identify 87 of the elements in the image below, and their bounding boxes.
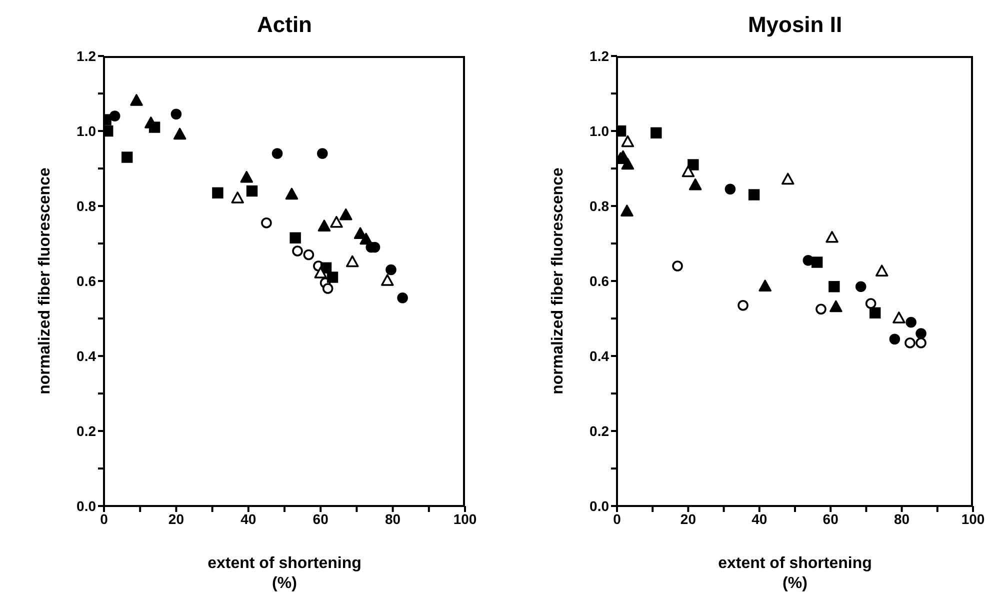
point <box>346 255 359 268</box>
point <box>748 189 760 200</box>
point <box>317 148 328 159</box>
point <box>130 94 143 106</box>
x-axis-title: extent of shortening (%) <box>718 555 872 592</box>
point <box>781 172 794 185</box>
y-tick-label: 1.2 <box>590 48 610 64</box>
point <box>326 272 338 283</box>
point <box>397 292 408 304</box>
point <box>240 170 253 183</box>
x-tick-label: 0 <box>100 510 108 527</box>
point <box>292 246 303 256</box>
point <box>870 307 881 318</box>
x-tick-label: 60 <box>312 510 329 527</box>
y-axis-title: normalized fiber fluorescence <box>36 168 54 394</box>
chart-title: Actin <box>256 12 313 38</box>
point <box>272 148 283 159</box>
point <box>816 304 826 315</box>
y-tick-label: 0.6 <box>590 272 610 289</box>
x-tick-label: 20 <box>680 510 696 527</box>
point <box>688 178 702 190</box>
point <box>330 216 343 228</box>
y-tick-label: 1.2 <box>76 48 96 64</box>
chart-title: Myosin II <box>746 12 844 38</box>
point <box>339 208 352 220</box>
x-tick-label: 80 <box>894 510 910 527</box>
point <box>360 232 372 245</box>
point <box>621 135 634 148</box>
y-tick-label: 0.0 <box>590 498 610 514</box>
y-tick-label: 0.8 <box>590 198 610 214</box>
point <box>738 300 748 311</box>
point <box>826 230 838 243</box>
y-tick-label: 1.0 <box>590 122 610 139</box>
x-tick-label: 40 <box>752 510 768 527</box>
point <box>212 187 224 198</box>
point <box>672 260 683 272</box>
y-tick-label: 0.2 <box>590 422 610 439</box>
point <box>916 328 926 339</box>
y-tick-label: 1.0 <box>76 122 96 139</box>
point <box>261 217 272 228</box>
point <box>811 256 823 268</box>
point <box>173 128 186 140</box>
point <box>828 281 840 292</box>
x-tick-label: 100 <box>453 510 477 527</box>
y-tick-label: 0.0 <box>76 498 96 514</box>
point <box>688 159 699 170</box>
point <box>904 337 916 348</box>
point <box>724 184 736 195</box>
y-tick-label: 0.6 <box>76 272 96 289</box>
point <box>380 274 394 286</box>
point <box>246 185 258 197</box>
point <box>650 127 662 138</box>
point <box>906 316 916 328</box>
point <box>231 192 244 204</box>
point <box>109 110 120 122</box>
point <box>865 298 876 309</box>
point <box>170 108 182 120</box>
point <box>875 264 888 277</box>
x-tick-label: 0 <box>613 510 622 527</box>
point <box>122 152 133 163</box>
point <box>386 264 396 276</box>
x-axis-title: extent of shortening (%) <box>208 555 362 592</box>
x-tick-label: 40 <box>240 510 256 527</box>
point <box>758 280 772 292</box>
point <box>290 232 301 244</box>
point <box>621 158 634 170</box>
point <box>314 266 327 278</box>
y-tick-label: 0.2 <box>76 422 96 439</box>
point <box>855 281 866 292</box>
point <box>892 312 906 324</box>
point <box>285 188 298 200</box>
point <box>830 300 842 312</box>
y-tick-label: 0.8 <box>76 198 96 214</box>
y-axis-title: normalized fiber fluorescence <box>550 168 567 394</box>
y-tick-label: 0.4 <box>76 348 96 364</box>
x-tick-label: 80 <box>385 510 401 527</box>
point <box>620 204 634 217</box>
x-tick-label: 100 <box>961 510 985 527</box>
x-tick-label: 20 <box>168 510 184 527</box>
point <box>318 220 331 232</box>
point <box>889 334 900 345</box>
x-tick-label: 60 <box>822 510 839 527</box>
point <box>322 283 334 294</box>
point <box>682 165 695 178</box>
y-tick-label: 0.4 <box>590 348 610 364</box>
point <box>916 337 926 348</box>
point <box>303 249 314 260</box>
